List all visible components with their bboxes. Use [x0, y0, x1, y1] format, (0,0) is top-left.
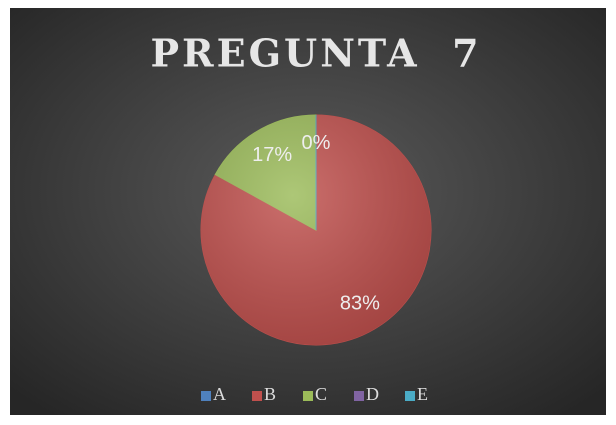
legend-swatch: [405, 391, 415, 401]
legend-label: C: [315, 384, 327, 404]
data-label: 0%: [302, 132, 331, 154]
legend-label: E: [417, 384, 428, 404]
legend-swatch: [252, 391, 262, 401]
chart-title: PREGUNTA 7: [150, 31, 481, 76]
legend-swatch: [354, 391, 364, 401]
data-label: 83%: [340, 293, 380, 315]
data-label: 17%: [252, 144, 292, 166]
legend-label: D: [366, 384, 379, 404]
legend-label: A: [213, 384, 226, 404]
legend-swatch: [201, 391, 211, 401]
legend-swatch: [303, 391, 313, 401]
legend-label: B: [264, 384, 276, 404]
